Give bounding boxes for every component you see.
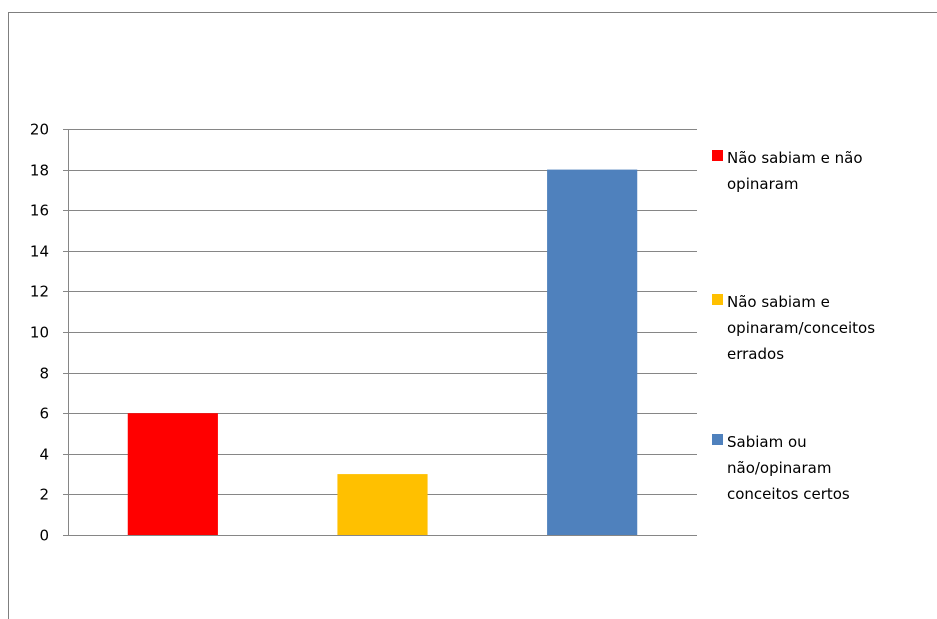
y-tick-label-12: 12 [30,283,49,301]
y-tick-label-2: 2 [39,486,49,504]
bar-2 [337,474,428,535]
legend-swatch-1 [712,150,723,161]
bar-1 [127,413,218,535]
legend-item-3: Sabiam ou não/opinaram conceitos certos [712,433,850,503]
legend-swatch-3 [712,434,723,445]
legend: Não sabiam e não opinaram Não sabiam e opin… [712,149,875,503]
legend-label-2-line-1: Não sabiam e [727,293,830,311]
legend-label-3-line-1: Sabiam ou [727,433,807,451]
legend-label-2-line-3: errados [727,345,784,363]
bars [127,169,638,535]
bar-3 [547,169,638,535]
y-tick-label-8: 8 [39,365,49,383]
y-tick-label-18: 18 [30,162,49,180]
y-tick-label-10: 10 [30,324,49,342]
y-tick-label-6: 6 [39,405,49,423]
y-tick-label-20: 20 [30,121,49,139]
chart-frame [8,12,937,619]
legend-label-1-line-2: opinaram [727,175,799,193]
legend-label-1-line-1: Não sabiam e não [727,149,863,167]
legend-label-3-line-3: conceitos certos [727,485,850,503]
legend-item-1: Não sabiam e não opinaram [712,149,863,193]
y-tick-label-0: 0 [39,527,49,545]
legend-swatch-2 [712,294,723,305]
y-tick-label-4: 4 [39,446,49,464]
y-tick-label-14: 14 [30,243,49,261]
legend-item-2: Não sabiam e opinaram/conceitos errados [712,293,875,363]
legend-label-3-line-2: não/opinaram [727,459,831,477]
legend-label-2-line-2: opinaram/conceitos [727,319,875,337]
y-axis: 0 2 4 6 8 10 12 14 16 18 20 [30,121,69,545]
y-tick-label-16: 16 [30,202,49,220]
